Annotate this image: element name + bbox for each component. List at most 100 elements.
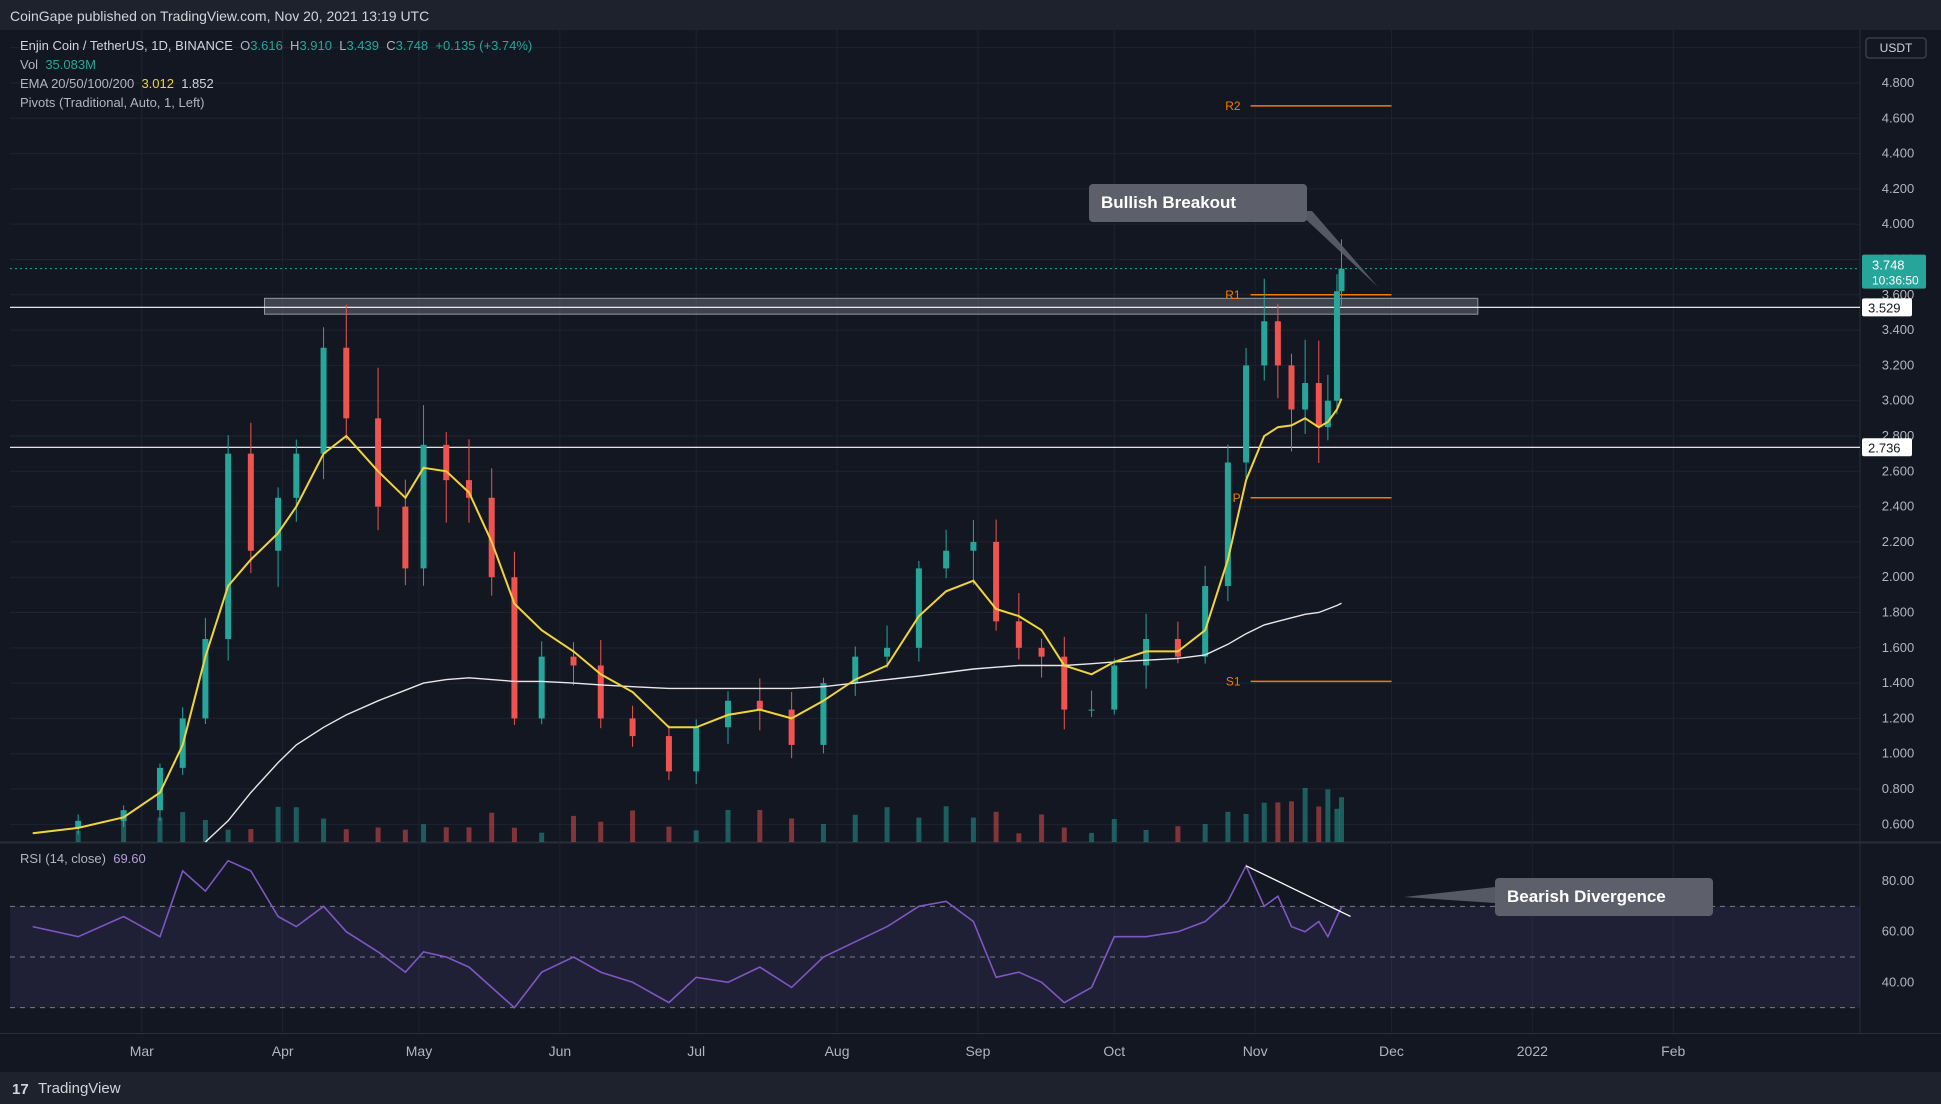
volume-bar	[1316, 806, 1322, 842]
rsi-tick-label: 40.00	[1882, 974, 1915, 989]
price-tick-label: 2.000	[1882, 569, 1915, 584]
volume-bar	[598, 821, 604, 842]
rsi-tick-label: 60.00	[1882, 924, 1915, 939]
publisher-bar: CoinGape published on TradingView.com, N…	[0, 0, 1941, 30]
low-value: 3.439	[346, 38, 379, 53]
volume-bar	[970, 817, 976, 842]
level-badge-value: 3.529	[1868, 300, 1901, 315]
price-tick-label: 4.000	[1882, 216, 1915, 231]
rsi-line	[32, 859, 1343, 1009]
currency-label: USDT	[1880, 41, 1913, 55]
candle-body	[375, 418, 382, 507]
price-tick-label: 3.000	[1882, 393, 1915, 408]
candle-body	[293, 453, 300, 498]
candle-body	[1015, 621, 1022, 648]
candle-body	[402, 506, 409, 569]
footer-bar: 17 TradingView	[0, 1072, 1941, 1104]
symbol-legend[interactable]: Enjin Coin / TetherUS, 1D, BINANCE O3.61…	[20, 38, 532, 53]
candle-body	[1243, 365, 1250, 463]
candle-body	[852, 656, 859, 684]
ema-fast-value: 3.012	[141, 76, 174, 91]
candle-body	[788, 709, 795, 745]
candle-body	[343, 347, 350, 419]
rsi-value: 69.60	[113, 851, 146, 866]
volume-bar	[757, 809, 763, 842]
candle-body	[1088, 709, 1095, 711]
time-tick-label: Dec	[1379, 1043, 1404, 1059]
price-tick-label: 3.600	[1882, 287, 1915, 302]
volume-bar	[466, 827, 472, 842]
candle-body	[629, 718, 636, 737]
price-tick-label: 1.600	[1882, 640, 1915, 655]
volume-bar	[157, 817, 163, 842]
high-label: H	[290, 38, 300, 53]
volume-value: 35.083M	[45, 57, 96, 72]
price-tick-label: 4.400	[1882, 146, 1915, 161]
price-tick-label: 4.800	[1882, 75, 1915, 90]
countdown-value: 10:36:50	[1872, 274, 1919, 288]
candle-body	[993, 541, 1000, 622]
volume-bar	[1334, 808, 1340, 842]
candle-body	[202, 639, 209, 719]
candle-body	[820, 683, 827, 745]
axes-layer: 5.0004.8004.6004.4004.2004.0003.8003.600…	[130, 37, 1927, 1059]
pivot-r2-label: R2	[1225, 99, 1241, 113]
rsi-label: RSI (14, close)	[20, 851, 106, 866]
price-tick-label: 0.800	[1882, 781, 1915, 796]
volume-label: Vol	[20, 57, 39, 72]
time-tick-label: Jul	[687, 1043, 705, 1059]
bullish-callout-pointer	[1297, 211, 1378, 287]
volume-bar	[293, 807, 299, 842]
time-tick-label: Oct	[1103, 1043, 1125, 1059]
time-tick-label: Sep	[965, 1043, 990, 1059]
pivot-s1-label: S1	[1226, 674, 1241, 688]
candles-layer	[75, 239, 1345, 835]
candle-body	[1315, 383, 1322, 428]
ema-slow-value: 1.852	[181, 76, 214, 91]
candle-body	[943, 550, 950, 569]
level-badge	[1862, 438, 1912, 457]
levels-layer: R2 R1 P S1	[10, 99, 1860, 688]
volume-bar	[630, 810, 636, 842]
volume-bar	[202, 820, 208, 842]
high-value: 3.910	[299, 38, 332, 53]
candle-body	[693, 727, 700, 772]
level-badge-value: 2.736	[1868, 440, 1901, 455]
volume-bar	[275, 806, 281, 842]
volume-bar	[321, 818, 327, 842]
candle-body	[1038, 647, 1045, 657]
ema-200-line	[204, 602, 1342, 843]
resistance-zone	[263, 297, 1479, 315]
volume-histogram	[75, 787, 1344, 842]
volume-bar	[489, 812, 495, 842]
volume-bar	[1289, 801, 1295, 842]
close-label: C	[386, 38, 396, 53]
volume-bar	[225, 829, 231, 842]
volume-bar	[1275, 802, 1281, 842]
volume-bar	[789, 818, 795, 842]
pivots-legend[interactable]: Pivots (Traditional, Auto, 1, Left)	[20, 95, 205, 110]
candle-body	[884, 647, 891, 657]
ema-legend[interactable]: EMA 20/50/100/200 3.012 1.852	[20, 76, 214, 91]
volume-bar	[852, 814, 858, 842]
time-tick-label: Apr	[272, 1043, 294, 1059]
low-label: L	[339, 38, 347, 53]
candle-body	[1224, 462, 1231, 587]
volume-bar	[693, 830, 699, 842]
divergence-trendline	[1245, 865, 1351, 918]
volume-bar	[1243, 813, 1249, 842]
time-tick-label: 2022	[1517, 1043, 1548, 1059]
candle-body	[247, 453, 254, 551]
price-tick-label: 1.200	[1882, 710, 1915, 725]
volume-bar	[1261, 802, 1267, 842]
volume-bar	[1202, 824, 1208, 842]
bullish-breakout-text: Bullish Breakout	[1101, 193, 1237, 212]
volume-legend[interactable]: Vol 35.083M	[20, 57, 96, 72]
time-tick-label: Aug	[825, 1043, 850, 1059]
volume-bar	[421, 824, 427, 842]
candle-body	[915, 568, 922, 648]
rsi-legend[interactable]: RSI (14, close) 69.60	[20, 851, 146, 866]
volume-bar	[666, 826, 672, 842]
time-tick-label: Nov	[1243, 1043, 1268, 1059]
